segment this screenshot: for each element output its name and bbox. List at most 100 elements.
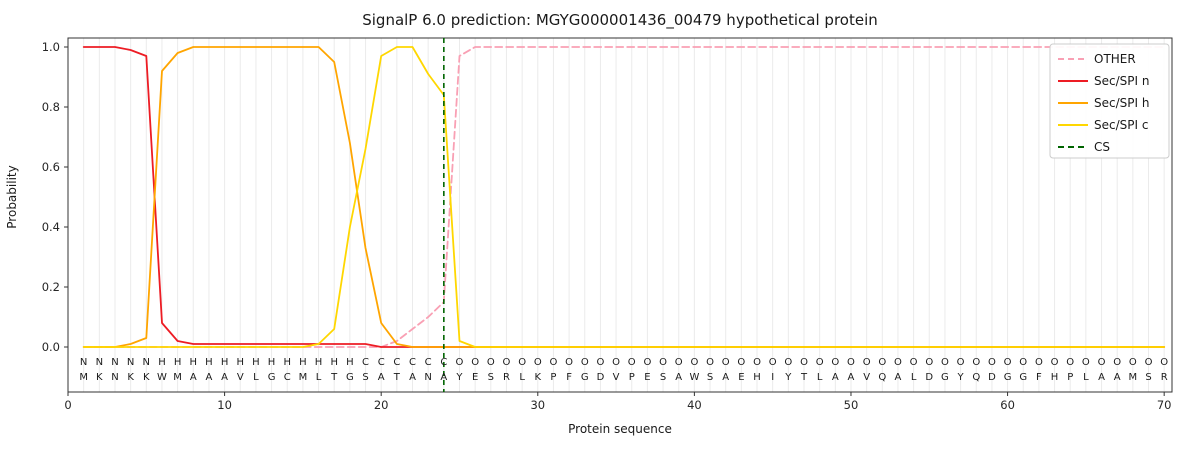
amino-acid-letter: S bbox=[488, 372, 494, 383]
amino-acid-letter: A bbox=[378, 372, 385, 383]
region-letter: O bbox=[471, 357, 479, 368]
region-letter: H bbox=[252, 357, 260, 368]
amino-acid-letter: A bbox=[675, 372, 682, 383]
amino-acid-letter: A bbox=[895, 372, 902, 383]
y-axis-label: Probability bbox=[5, 165, 19, 228]
region-letter: O bbox=[957, 357, 965, 368]
region-letter: O bbox=[518, 357, 526, 368]
region-letter: O bbox=[1004, 357, 1012, 368]
x-tick-label: 50 bbox=[844, 398, 859, 412]
amino-acid-letter: S bbox=[660, 372, 666, 383]
region-letter: C bbox=[425, 357, 432, 368]
region-letter: O bbox=[847, 357, 855, 368]
x-tick-label: 60 bbox=[1000, 398, 1015, 412]
amino-acid-letter: Q bbox=[972, 372, 980, 383]
region-letter: O bbox=[784, 357, 792, 368]
region-letter: O bbox=[643, 357, 651, 368]
amino-acid-letter: A bbox=[1114, 372, 1121, 383]
x-tick-label: 40 bbox=[687, 398, 702, 412]
region-letter: H bbox=[158, 357, 166, 368]
amino-acid-letter: Y bbox=[957, 372, 965, 383]
region-letter: O bbox=[941, 357, 949, 368]
amino-acid-letter: N bbox=[424, 372, 431, 383]
amino-acid-letter: A bbox=[722, 372, 729, 383]
region-letter: O bbox=[690, 357, 698, 368]
amino-acid-letter: G bbox=[581, 372, 589, 383]
region-letter: O bbox=[675, 357, 683, 368]
region-letter: O bbox=[769, 357, 777, 368]
region-letter: O bbox=[612, 357, 620, 368]
amino-acid-letter: Q bbox=[878, 372, 886, 383]
region-letter: O bbox=[1145, 357, 1153, 368]
region-letter: O bbox=[878, 357, 886, 368]
amino-acid-letter: S bbox=[1145, 372, 1151, 383]
amino-acid-letter: W bbox=[157, 372, 167, 383]
amino-acid-letter: A bbox=[440, 372, 447, 383]
amino-acid-letter: L bbox=[1083, 372, 1089, 383]
region-letter: C bbox=[409, 357, 416, 368]
amino-acid-letter: T bbox=[393, 372, 401, 383]
legend-label: Sec/SPI c bbox=[1094, 118, 1148, 132]
amino-acid-letter: Y bbox=[784, 372, 792, 383]
amino-acid-letter: A bbox=[1098, 372, 1105, 383]
amino-acid-letter: K bbox=[96, 372, 103, 383]
x-tick-label: 30 bbox=[530, 398, 545, 412]
amino-acid-letter: R bbox=[1161, 372, 1168, 383]
y-tick-label: 0.4 bbox=[42, 220, 60, 234]
legend-item-sec-spi-c: Sec/SPI c bbox=[1058, 118, 1148, 132]
region-letter: O bbox=[1051, 357, 1059, 368]
region-letter: O bbox=[503, 357, 511, 368]
series-line-other bbox=[82, 46, 1166, 348]
amino-acid-letter: A bbox=[206, 372, 213, 383]
region-letter: O bbox=[816, 357, 824, 368]
amino-acid-letter: C bbox=[284, 372, 291, 383]
amino-acid-letter: G bbox=[1019, 372, 1027, 383]
region-letter: O bbox=[1129, 357, 1137, 368]
region-letter: C bbox=[440, 357, 447, 368]
region-letter: O bbox=[1019, 357, 1027, 368]
amino-acid-letter: L bbox=[911, 372, 917, 383]
region-letter: H bbox=[330, 357, 338, 368]
region-letter: H bbox=[190, 357, 198, 368]
legend-label: CS bbox=[1094, 140, 1110, 154]
x-tick-label: 70 bbox=[1157, 398, 1172, 412]
region-letter: H bbox=[205, 357, 213, 368]
y-axis-ticks: 0.0 0.2 0.4 0.6 0.8 1.0 bbox=[42, 40, 68, 354]
region-letter: O bbox=[456, 357, 464, 368]
region-letter: O bbox=[487, 357, 495, 368]
region-letter: O bbox=[910, 357, 918, 368]
region-letter: O bbox=[596, 357, 604, 368]
amino-acid-letter: K bbox=[535, 372, 542, 383]
legend-label: OTHER bbox=[1094, 52, 1136, 66]
amino-acid-letter: D bbox=[988, 372, 996, 383]
amino-acid-letter: V bbox=[863, 372, 870, 383]
amino-acid-letter: W bbox=[689, 372, 699, 383]
region-letter: O bbox=[831, 357, 839, 368]
amino-acid-letter: M bbox=[1129, 372, 1138, 383]
region-letter: C bbox=[362, 357, 369, 368]
plot-frame bbox=[67, 37, 1173, 393]
legend-box bbox=[1049, 43, 1170, 159]
amino-acid-letter: T bbox=[800, 372, 808, 383]
amino-acid-letter: T bbox=[330, 372, 338, 383]
amino-acid-letter: H bbox=[753, 372, 761, 383]
region-letter: O bbox=[534, 357, 542, 368]
region-letter: H bbox=[174, 357, 182, 368]
region-letter: H bbox=[221, 357, 229, 368]
region-letter: O bbox=[1035, 357, 1043, 368]
amino-acid-letter: L bbox=[316, 372, 322, 383]
amino-acid-letter: V bbox=[237, 372, 244, 383]
region-letter: O bbox=[628, 357, 636, 368]
region-letter: O bbox=[988, 357, 996, 368]
chart-title: SignalP 6.0 prediction: MGYG000001436_00… bbox=[362, 11, 878, 30]
amino-acid-letter: M bbox=[299, 372, 308, 383]
amino-acid-letter: Y bbox=[455, 372, 463, 383]
amino-acid-letter: V bbox=[613, 372, 620, 383]
legend-item-sec-spi-h: Sec/SPI h bbox=[1058, 96, 1149, 110]
region-letter: O bbox=[1113, 357, 1121, 368]
y-tick-label: 0.2 bbox=[42, 280, 60, 294]
amino-acid-letter: S bbox=[362, 372, 368, 383]
amino-acid-letter: F bbox=[566, 372, 572, 383]
